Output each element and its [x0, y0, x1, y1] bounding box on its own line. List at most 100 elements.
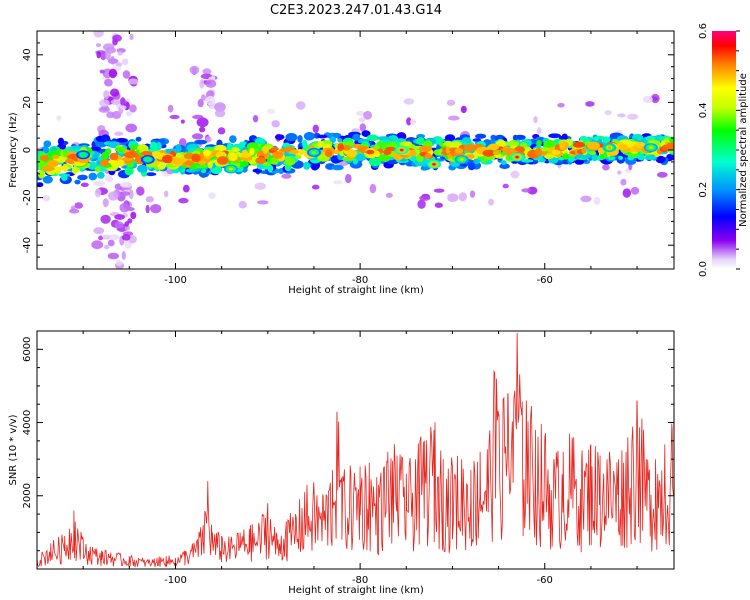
- heatmap-cell: [150, 204, 162, 214]
- heatmap-cell: [410, 118, 416, 125]
- y-tick-label: 2000: [22, 483, 33, 508]
- spectrogram-panel: -100 -80 -60 -40 -20 0 20 40 Height of straight…: [8, 30, 675, 296]
- heatmap-cell: [106, 111, 115, 119]
- heatmap-cell: [527, 186, 538, 195]
- heatmap-cell: [42, 175, 53, 184]
- heatmap-cell: [655, 155, 666, 164]
- heatmap-cell: [180, 119, 185, 124]
- heatmap-cell: [536, 140, 542, 147]
- heatmap-cell: [561, 149, 569, 155]
- heatmap-cell: [581, 148, 587, 154]
- heatmap-cell: [332, 132, 342, 138]
- heatmap-cell: [145, 196, 154, 203]
- heatmap-cell: [120, 182, 132, 188]
- heatmap-cell: [68, 153, 79, 160]
- x-tick-label: -60: [537, 575, 553, 586]
- heatmap-cell: [153, 161, 160, 166]
- heatmap-cell: [297, 135, 303, 143]
- heatmap-cell: [399, 141, 413, 147]
- heatmap-cell: [117, 159, 125, 167]
- heatmap-cell: [557, 102, 565, 108]
- heatmap-cell: [175, 144, 182, 153]
- heatmap-cell: [110, 56, 115, 65]
- heatmap-cell: [282, 142, 291, 148]
- heatmap-cell: [460, 105, 467, 114]
- heatmap-cell: [591, 153, 598, 162]
- heatmap-cell: [447, 193, 459, 203]
- heatmap-cell: [634, 141, 646, 149]
- heatmap-cell: [57, 166, 70, 171]
- heatmap-cell: [69, 208, 80, 214]
- heatmap-cell: [205, 95, 216, 106]
- heatmap-cell: [43, 140, 52, 148]
- heatmap-cell: [128, 78, 139, 85]
- heatmap-cell: [359, 123, 366, 132]
- heatmap-cell: [39, 155, 49, 162]
- heatmap-cell: [377, 136, 391, 141]
- heatmap-cell: [630, 186, 640, 195]
- heatmap-hotspot: [312, 151, 316, 154]
- heatmap-cell: [585, 101, 595, 107]
- colorbar-tick-label: 0.2: [698, 182, 709, 198]
- heatmap-cell: [171, 168, 180, 174]
- heatmap-cell: [93, 31, 104, 38]
- heatmap-cell: [543, 139, 556, 148]
- heatmap-cell: [475, 133, 487, 139]
- heatmap-cell: [70, 145, 83, 150]
- y-tick-label: 20: [22, 96, 33, 109]
- heatmap-cell: [71, 166, 78, 175]
- heatmap-cell: [593, 196, 601, 205]
- heatmap-cell: [668, 153, 674, 160]
- heatmap-cell: [267, 108, 276, 115]
- heatmap-cell: [57, 137, 65, 146]
- heatmap-cell: [619, 144, 628, 151]
- heatmap-cell: [87, 161, 98, 170]
- heatmap-cell: [41, 165, 55, 172]
- heatmap-cell: [104, 244, 110, 250]
- heatmap-cell: [271, 120, 280, 128]
- heatmap-cell: [172, 158, 184, 165]
- heatmap-cell: [418, 145, 432, 153]
- heatmap-hotspot: [607, 146, 612, 149]
- heatmap-cell: [120, 97, 126, 107]
- heatmap-cell: [108, 191, 119, 201]
- heatmap-cell: [369, 183, 377, 194]
- heatmap-cell: [378, 154, 391, 162]
- heatmap-cell: [472, 138, 482, 142]
- x-tick-label: -100: [164, 275, 187, 286]
- heatmap-cell: [559, 141, 565, 150]
- figure-title: C2E3.2023.247.01.43.G14: [270, 3, 442, 18]
- heatmap-cell: [552, 149, 560, 155]
- heatmap-hotspot: [649, 146, 653, 149]
- heatmap-cell: [488, 198, 494, 206]
- heatmap-cell: [107, 160, 118, 164]
- heatmap-cell: [579, 152, 591, 159]
- heatmap-cell: [254, 182, 266, 190]
- heatmap-cell: [588, 151, 597, 155]
- heatmap-cell: [355, 154, 367, 161]
- heatmap-cell: [108, 234, 120, 240]
- heatmap-cell: [90, 146, 101, 152]
- heatmap-cell: [128, 189, 134, 200]
- heatmap-cell: [533, 116, 538, 124]
- heatmap-hotspot: [459, 158, 464, 161]
- heatmap-cell: [463, 144, 476, 152]
- y-tick-label: 0: [22, 147, 33, 153]
- heatmap-cell: [200, 168, 207, 174]
- heatmap-cell: [94, 166, 101, 172]
- heatmap-cell: [669, 142, 674, 148]
- heatmap-cell: [406, 117, 412, 126]
- x-tick-label: -80: [352, 575, 368, 586]
- heatmap-cell: [467, 162, 476, 171]
- heatmap-cell: [191, 153, 201, 162]
- heatmap-cell: [269, 157, 280, 164]
- heatmap-cell: [324, 149, 333, 158]
- heatmap-cell: [77, 174, 88, 181]
- heatmap-cell: [500, 160, 507, 165]
- heatmap-cell: [94, 188, 102, 198]
- heatmap-cell: [227, 142, 233, 152]
- heatmap-cell: [56, 115, 62, 121]
- heatmap-cell: [238, 200, 247, 209]
- heatmap-cell: [217, 156, 229, 165]
- heatmap-cell: [619, 139, 632, 144]
